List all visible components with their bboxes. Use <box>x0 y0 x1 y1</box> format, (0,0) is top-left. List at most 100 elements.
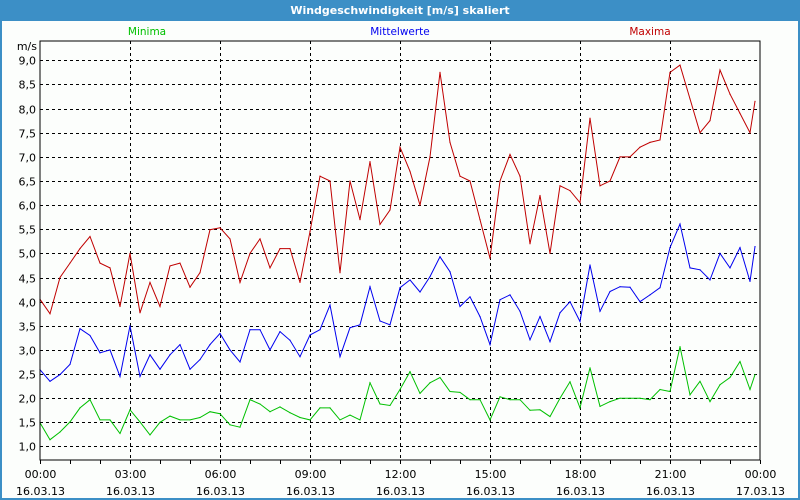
data-point <box>199 272 201 274</box>
data-point <box>169 415 171 417</box>
y-tick-label: 6,0 <box>19 200 37 213</box>
data-point <box>269 411 271 413</box>
data-point <box>179 344 181 346</box>
data-point <box>499 299 501 301</box>
data-point <box>539 409 541 411</box>
data-point <box>649 399 651 401</box>
data-point <box>639 397 641 399</box>
data-point <box>719 252 721 254</box>
data-point <box>219 227 221 229</box>
data-point <box>409 279 411 281</box>
data-point <box>419 392 421 394</box>
data-point <box>79 328 81 330</box>
x-tick-time: 00:00 <box>25 468 57 481</box>
series-lines <box>39 64 756 441</box>
x-tick-time: 09:00 <box>295 468 327 481</box>
data-point <box>429 275 431 278</box>
y-axis-label: m/s <box>17 40 37 53</box>
data-point <box>309 334 311 336</box>
x-tick-date: 16.03.13 <box>16 485 65 498</box>
data-point <box>379 403 381 405</box>
data-point <box>69 363 71 366</box>
data-point <box>79 247 81 250</box>
data-point <box>169 354 171 356</box>
data-point <box>519 399 521 401</box>
window-title: Windgeschwindigkeit [m/s] skaliert <box>0 0 800 21</box>
data-point <box>139 312 141 314</box>
data-point <box>269 267 271 269</box>
data-point <box>329 304 331 306</box>
data-point <box>159 421 161 423</box>
data-point <box>589 264 591 266</box>
data-point <box>99 419 101 421</box>
data-point <box>669 71 671 73</box>
data-point <box>229 238 231 240</box>
data-point <box>219 413 221 415</box>
data-point <box>499 396 501 398</box>
x-tick-time: 18:00 <box>565 468 597 481</box>
x-tick-date: 16.03.13 <box>286 485 335 498</box>
data-point <box>754 246 756 248</box>
data-point <box>299 281 301 283</box>
data-point <box>499 180 501 182</box>
data-point <box>69 421 71 423</box>
y-tick-label: 2,0 <box>19 393 37 406</box>
data-point <box>669 247 671 249</box>
data-point <box>439 256 441 258</box>
data-point <box>129 409 131 411</box>
data-point <box>309 419 311 421</box>
data-point <box>749 132 751 134</box>
data-point <box>169 265 171 267</box>
data-point <box>159 305 161 308</box>
data-point <box>459 305 461 308</box>
data-point <box>259 329 261 331</box>
y-tick-label: 4,5 <box>19 273 37 286</box>
data-point <box>689 394 691 396</box>
y-tick-label: 8,0 <box>19 104 37 117</box>
data-point <box>489 419 491 421</box>
data-point <box>509 294 511 296</box>
data-point <box>109 267 111 269</box>
data-point <box>179 262 181 264</box>
data-point <box>389 209 391 211</box>
data-point <box>239 361 241 363</box>
data-point <box>299 356 301 358</box>
data-point <box>479 219 481 221</box>
data-point <box>219 332 221 335</box>
data-point <box>599 405 601 408</box>
legend: Minima Mittelwerte Maxima <box>128 26 671 38</box>
data-point <box>739 360 741 363</box>
data-point <box>319 407 321 409</box>
y-tick-label: 2,5 <box>19 369 37 382</box>
data-point <box>489 344 491 346</box>
y-tick-label: 7,5 <box>19 128 37 141</box>
data-point <box>519 310 521 312</box>
data-point <box>579 407 581 409</box>
x-tick-date: 16.03.13 <box>106 485 155 498</box>
data-point <box>579 202 581 204</box>
data-point <box>149 434 151 436</box>
data-point <box>559 185 561 187</box>
data-point <box>89 399 91 401</box>
data-point <box>149 281 151 283</box>
x-tick-time: 00:00 <box>745 468 777 481</box>
grid <box>40 41 760 460</box>
data-point <box>639 146 641 148</box>
y-tick-label: 1,0 <box>19 441 37 454</box>
data-point <box>49 439 51 441</box>
y-tick-label: 6,5 <box>19 176 37 189</box>
y-tick-label: 5,0 <box>19 248 37 261</box>
data-point <box>279 330 281 333</box>
data-point <box>279 247 281 250</box>
data-point <box>99 262 101 264</box>
x-tick-time: 15:00 <box>475 468 507 481</box>
data-point <box>629 286 631 288</box>
legend-entry-maxima: Maxima <box>629 26 670 38</box>
data-point <box>79 407 81 409</box>
x-tick-date: 16.03.13 <box>376 485 425 498</box>
data-point <box>319 329 321 331</box>
data-point <box>549 415 551 418</box>
data-point <box>89 235 91 238</box>
data-point <box>199 416 201 419</box>
data-point <box>689 267 691 269</box>
